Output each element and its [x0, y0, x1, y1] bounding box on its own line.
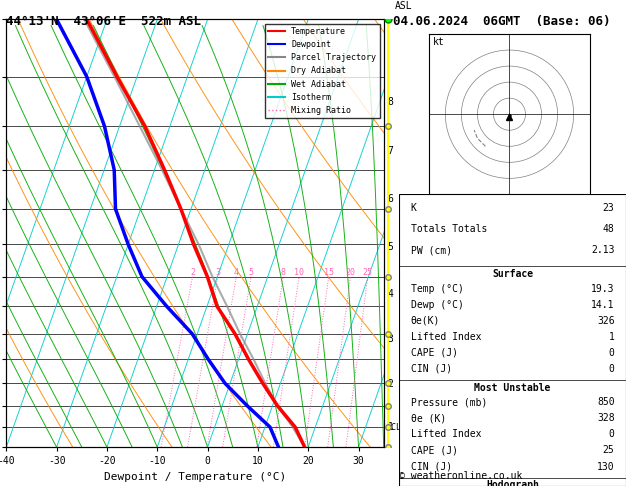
Text: K: K: [411, 203, 416, 213]
Text: 8: 8: [387, 97, 393, 107]
Text: 2: 2: [190, 268, 195, 277]
Text: kt: kt: [433, 37, 444, 47]
Text: CAPE (J): CAPE (J): [411, 348, 458, 358]
Text: 2.13: 2.13: [591, 245, 615, 255]
Text: Totals Totals: Totals Totals: [411, 224, 487, 234]
Text: PW (cm): PW (cm): [411, 245, 452, 255]
Text: 19.3: 19.3: [591, 284, 615, 294]
X-axis label: Dewpoint / Temperature (°C): Dewpoint / Temperature (°C): [104, 472, 286, 482]
Text: 7: 7: [387, 146, 393, 156]
Text: 1: 1: [387, 422, 393, 432]
Text: 5: 5: [248, 268, 253, 277]
Text: 8: 8: [281, 268, 286, 277]
Text: 5: 5: [387, 242, 393, 252]
Text: 04.06.2024  06GMT  (Base: 06): 04.06.2024 06GMT (Base: 06): [393, 15, 611, 28]
Text: 14.1: 14.1: [591, 300, 615, 310]
Text: 44°13'N  43°06'E  522m ASL: 44°13'N 43°06'E 522m ASL: [6, 15, 201, 28]
Text: 20: 20: [345, 268, 355, 277]
Text: Temp (°C): Temp (°C): [411, 284, 464, 294]
Text: 25: 25: [603, 446, 615, 455]
FancyBboxPatch shape: [399, 194, 626, 486]
Text: 15: 15: [324, 268, 334, 277]
Text: CAPE (J): CAPE (J): [411, 446, 458, 455]
Text: 1: 1: [609, 332, 615, 342]
Text: 0: 0: [609, 348, 615, 358]
Text: Pressure (mb): Pressure (mb): [411, 398, 487, 407]
Text: 326: 326: [597, 316, 615, 326]
Text: LCL: LCL: [386, 422, 401, 432]
Text: 3: 3: [215, 268, 220, 277]
Text: θe (K): θe (K): [411, 414, 446, 423]
Text: θe(K): θe(K): [411, 316, 440, 326]
Text: 23: 23: [603, 203, 615, 213]
Text: Surface: Surface: [492, 269, 533, 279]
Text: © weatheronline.co.uk: © weatheronline.co.uk: [399, 471, 523, 481]
Text: 6: 6: [387, 194, 393, 204]
Text: 0: 0: [609, 430, 615, 439]
Text: Dewp (°C): Dewp (°C): [411, 300, 464, 310]
Text: 25: 25: [363, 268, 373, 277]
Text: 3: 3: [387, 334, 393, 344]
Text: Lifted Index: Lifted Index: [411, 332, 481, 342]
Text: 850: 850: [597, 398, 615, 407]
Text: 10: 10: [294, 268, 304, 277]
Text: 130: 130: [597, 462, 615, 471]
Text: 0: 0: [609, 364, 615, 374]
Text: 2: 2: [387, 379, 393, 389]
Text: 328: 328: [597, 414, 615, 423]
Legend: Temperature, Dewpoint, Parcel Trajectory, Dry Adiabat, Wet Adiabat, Isotherm, Mi: Temperature, Dewpoint, Parcel Trajectory…: [265, 24, 379, 118]
Text: 4: 4: [387, 289, 393, 298]
Text: CIN (J): CIN (J): [411, 462, 452, 471]
Text: Most Unstable: Most Unstable: [474, 383, 551, 393]
Text: 48: 48: [603, 224, 615, 234]
Text: Hodograph: Hodograph: [486, 481, 539, 486]
Text: Lifted Index: Lifted Index: [411, 430, 481, 439]
Text: km
ASL: km ASL: [395, 0, 413, 11]
Text: 4: 4: [234, 268, 239, 277]
Text: CIN (J): CIN (J): [411, 364, 452, 374]
